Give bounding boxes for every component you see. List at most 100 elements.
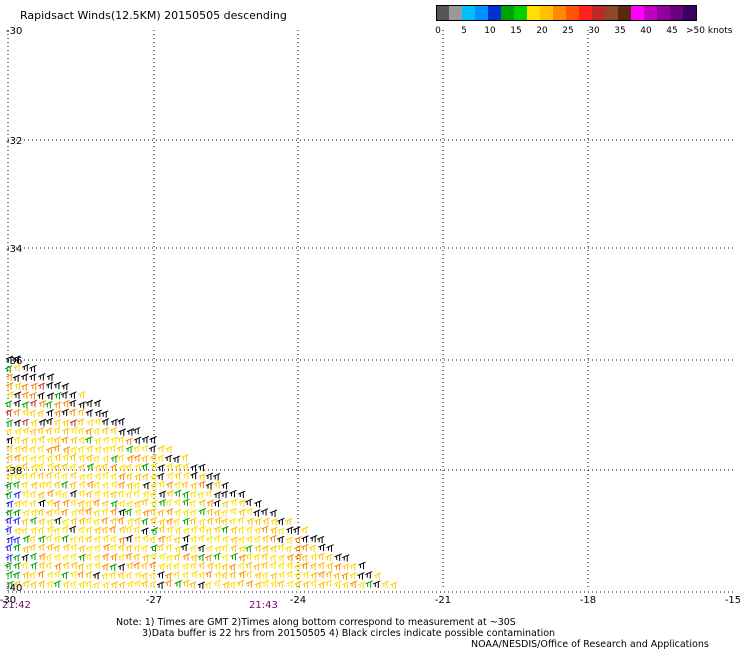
wind-barb <box>198 571 206 579</box>
wind-barb <box>37 435 46 444</box>
wind-barb <box>92 581 101 589</box>
wind-barb <box>126 561 134 570</box>
wind-barb <box>165 572 173 580</box>
wind-barb <box>30 436 38 445</box>
wind-barb <box>36 410 45 418</box>
wind-barb <box>21 554 29 562</box>
wind-barb <box>245 526 254 534</box>
wind-barb <box>53 570 62 579</box>
wind-barb <box>308 544 317 552</box>
wind-barb <box>78 545 86 553</box>
wind-barb <box>269 561 278 570</box>
wind-barb <box>245 498 253 507</box>
wind-barb <box>101 563 110 571</box>
wind-barb <box>358 581 366 589</box>
wind-barb <box>92 571 101 580</box>
wind-barb <box>94 417 102 426</box>
wind-barb <box>228 517 237 526</box>
colorbar-label: 25 <box>562 26 574 36</box>
wind-barb <box>132 561 141 570</box>
colorbar-unit: >50 knots <box>686 26 733 36</box>
wind-barb <box>198 463 206 472</box>
wind-barb <box>13 436 21 444</box>
wind-barb <box>101 427 109 435</box>
wind-barb <box>260 508 269 516</box>
wind-barb <box>173 498 182 507</box>
wind-barb <box>300 526 309 534</box>
wind-barb <box>230 526 238 534</box>
wind-barb <box>62 399 70 408</box>
wind-barb <box>109 427 118 435</box>
wind-barb <box>93 554 102 562</box>
wind-barb <box>125 544 133 552</box>
wind-barb <box>269 554 277 562</box>
colorbar-segment <box>683 5 696 20</box>
wind-barb <box>60 472 69 481</box>
wind-barb <box>133 580 142 588</box>
wind-barb <box>158 518 166 526</box>
wind-barb <box>53 500 61 508</box>
wind-barb <box>118 581 126 589</box>
wind-barb <box>46 489 55 498</box>
wind-barb <box>190 535 198 543</box>
wind-barb <box>269 545 278 553</box>
wind-barb <box>29 409 37 417</box>
wind-barb <box>20 527 29 535</box>
longitude-label: -18 <box>580 595 596 606</box>
wind-barb <box>134 463 142 471</box>
wind-barb <box>134 473 142 481</box>
wind-barb <box>78 436 86 444</box>
wind-barb <box>29 499 37 508</box>
wind-barb <box>133 544 141 552</box>
colorbar-segment <box>475 5 488 20</box>
colorbar-segment <box>566 5 579 20</box>
wind-barb <box>381 580 390 589</box>
wind-barb <box>132 426 141 435</box>
wind-barb <box>117 435 125 444</box>
wind-barb <box>28 445 37 454</box>
wind-barb <box>4 365 13 373</box>
wind-barb <box>301 543 309 552</box>
wind-barb <box>261 535 270 543</box>
wind-barb <box>5 509 13 517</box>
wind-barb <box>326 544 334 552</box>
wind-barb <box>93 535 102 544</box>
wind-barb <box>92 499 101 507</box>
wind-barb <box>245 544 253 553</box>
wind-barb <box>110 500 119 508</box>
wind-barb <box>54 562 62 571</box>
wind-barb <box>12 374 21 382</box>
wind-barb <box>5 463 13 472</box>
wind-barb <box>174 526 182 535</box>
wind-barb <box>22 535 31 543</box>
wind-barb <box>189 562 197 570</box>
wind-barb <box>118 428 126 436</box>
wind-barb <box>125 500 134 508</box>
wind-barb <box>317 561 326 570</box>
colorbar-segment <box>618 5 631 20</box>
wind-barb <box>229 507 238 516</box>
wind-barb <box>190 482 198 490</box>
wind-barb <box>101 572 109 580</box>
wind-barb <box>182 579 190 588</box>
wind-barb <box>45 534 53 543</box>
wind-barb <box>317 570 326 579</box>
wind-barb <box>38 400 46 408</box>
wind-barb <box>254 581 263 589</box>
wind-barb <box>182 490 190 499</box>
wind-barb <box>13 491 22 499</box>
colorbar-segment <box>540 5 553 20</box>
wind-barb <box>333 572 341 580</box>
wind-barb <box>46 571 55 579</box>
wind-barb <box>238 545 246 553</box>
wind-barb <box>157 535 166 544</box>
wind-barb <box>166 508 174 516</box>
wind-barb <box>30 509 38 517</box>
wind-barb <box>238 499 247 507</box>
wind-barb <box>302 571 310 579</box>
wind-barb <box>86 480 95 489</box>
wind-barb <box>61 382 70 391</box>
colorbar-segment <box>514 5 527 20</box>
colorbar-label: 35 <box>614 26 626 36</box>
wind-barb <box>132 445 141 453</box>
